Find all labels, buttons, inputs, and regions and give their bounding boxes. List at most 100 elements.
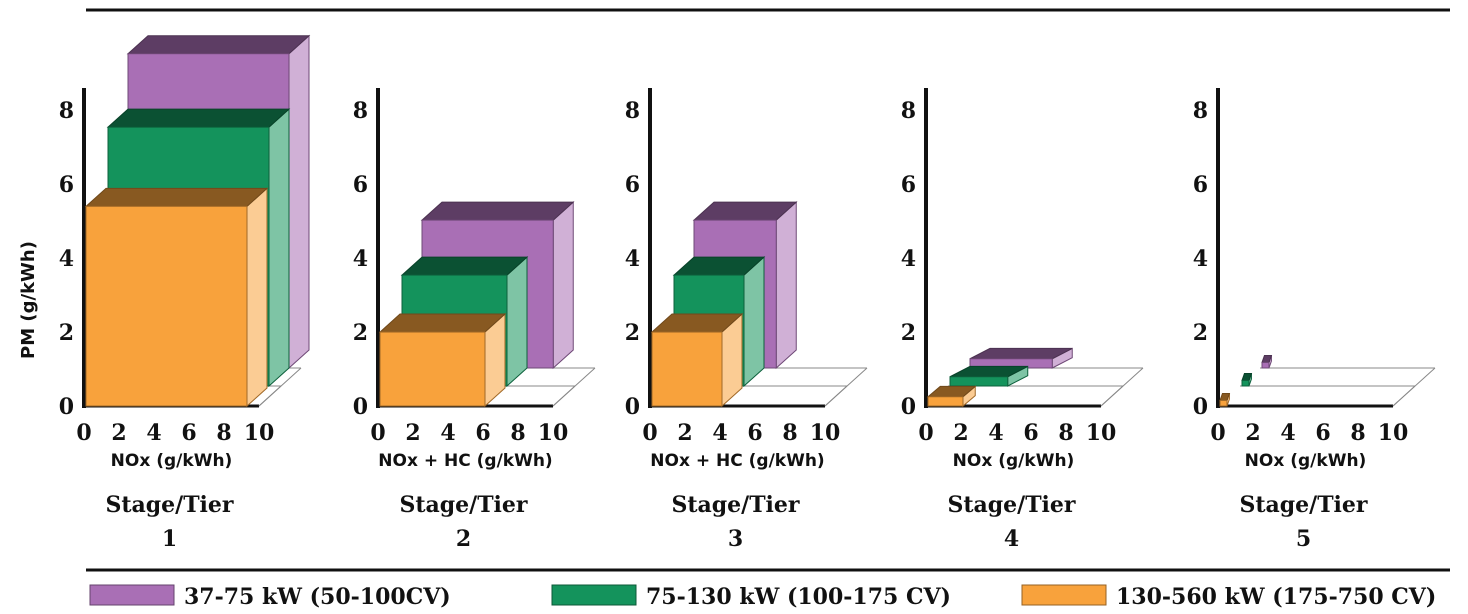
x-tick-label: 8 <box>1350 420 1365 446</box>
bar-3 <box>926 385 977 408</box>
floor-line <box>824 385 848 407</box>
x-tick-label: 4 <box>1280 420 1295 446</box>
bar-1 <box>969 347 1073 369</box>
y-tick-label: 0 <box>1193 394 1208 420</box>
y-tick-label: 4 <box>901 246 916 272</box>
bar-top-face <box>420 201 575 221</box>
x-axis-label: NOx + HC (g/kWh) <box>650 451 824 471</box>
y-tick-label: 8 <box>353 98 368 124</box>
y-tick-label: 2 <box>1193 320 1208 346</box>
stage-number: 1 <box>162 526 177 552</box>
y-tick-label: 6 <box>353 172 368 198</box>
bar-top-face <box>84 187 269 207</box>
legend: 37-75 kW (50-100CV) 75-130 kW (100-175 CV… <box>89 584 1436 610</box>
x-tick-label: 8 <box>782 420 797 446</box>
legend-label: 75-130 kW (100-175 CV) <box>646 584 951 610</box>
stage-label: Stage/Tier <box>399 492 527 518</box>
x-tick-label: 8 <box>510 420 525 446</box>
floor-line <box>258 385 282 407</box>
x-tick-label: 6 <box>747 420 762 446</box>
x-tick-label: 0 <box>370 420 385 446</box>
y-tick-label: 2 <box>901 320 916 346</box>
stage-number: 4 <box>1004 526 1019 552</box>
bar-3 <box>1219 392 1231 407</box>
x-tick-label: 8 <box>1058 420 1073 446</box>
y-tick-label: 6 <box>59 172 74 198</box>
legend-swatch <box>89 584 175 606</box>
legend-item: 75-130 kW (100-175 CV) <box>551 584 951 610</box>
bar-top-face <box>378 313 507 333</box>
y-tick-label: 6 <box>625 172 640 198</box>
x-tick-label: 0 <box>76 420 91 446</box>
y-tick-label: 0 <box>625 394 640 420</box>
x-tick-label: 8 <box>216 420 231 446</box>
y-tick-label: 8 <box>59 98 74 124</box>
stage-label: Stage/Tier <box>105 492 233 518</box>
legend-item: 37-75 kW (50-100CV) <box>89 584 451 610</box>
x-axis-label: NOx (g/kWh) <box>953 451 1075 471</box>
bar-3 <box>84 187 269 408</box>
y-tick-label: 0 <box>901 394 916 420</box>
bar-front-face <box>949 376 1009 387</box>
x-tick-label: 2 <box>111 420 126 446</box>
x-axis-label: NOx (g/kWh) <box>1245 451 1367 471</box>
bar-front-face <box>85 205 248 407</box>
bar-front-face <box>1241 379 1250 387</box>
bar-front-face <box>927 396 964 407</box>
x-tick-label: 2 <box>677 420 692 446</box>
bar-3 <box>378 312 507 408</box>
x-tick-label: 10 <box>244 420 275 446</box>
y-tick-label: 2 <box>353 320 368 346</box>
x-tick-label: 6 <box>1023 420 1038 446</box>
x-tick-label: 0 <box>642 420 657 446</box>
x-tick-label: 0 <box>918 420 933 446</box>
x-tick-label: 6 <box>1315 420 1330 446</box>
bar-2 <box>949 365 1029 387</box>
y-tick-label: 8 <box>1193 98 1208 124</box>
y-tick-label: 4 <box>1193 246 1208 272</box>
bar-front-face <box>651 331 723 407</box>
bar-side-face <box>552 200 574 370</box>
x-tick-label: 2 <box>953 420 968 446</box>
stage-label: Stage/Tier <box>947 492 1075 518</box>
x-axis-label: NOx + HC (g/kWh) <box>378 451 552 471</box>
x-axis-label: NOx (g/kWh) <box>111 451 233 471</box>
stage-number: 2 <box>456 526 471 552</box>
bar-1 <box>1261 354 1273 369</box>
legend-label: 37-75 kW (50-100CV) <box>184 584 451 610</box>
stage-label: Stage/Tier <box>1239 492 1367 518</box>
y-tick-label: 8 <box>625 98 640 124</box>
y-tick-label: 6 <box>901 172 916 198</box>
x-tick-label: 4 <box>988 420 1003 446</box>
y-tick-label: 0 <box>353 394 368 420</box>
stage-label: Stage/Tier <box>671 492 799 518</box>
legend-swatch <box>1021 584 1107 606</box>
x-tick-label: 6 <box>181 420 196 446</box>
floor-line <box>1392 385 1416 407</box>
bar-front-face <box>379 331 486 407</box>
x-tick-label: 10 <box>538 420 569 446</box>
bar-3 <box>650 312 744 408</box>
stage-number: 3 <box>728 526 743 552</box>
x-tick-label: 6 <box>475 420 490 446</box>
stage-number: 5 <box>1296 526 1311 552</box>
bar-side-face <box>743 255 765 388</box>
legend-item: 130-560 kW (175-750 CV) <box>1021 584 1436 610</box>
bar-front-face <box>1219 399 1228 407</box>
y-tick-label: 2 <box>59 320 74 346</box>
x-tick-label: 10 <box>1378 420 1409 446</box>
floor-line <box>1100 385 1124 407</box>
y-tick-label: 0 <box>59 394 74 420</box>
bar-side-face <box>288 34 310 370</box>
y-tick-label: 6 <box>1193 172 1208 198</box>
y-tick-label: 4 <box>353 246 368 272</box>
x-tick-label: 4 <box>712 420 727 446</box>
bar-top-face <box>400 256 529 276</box>
